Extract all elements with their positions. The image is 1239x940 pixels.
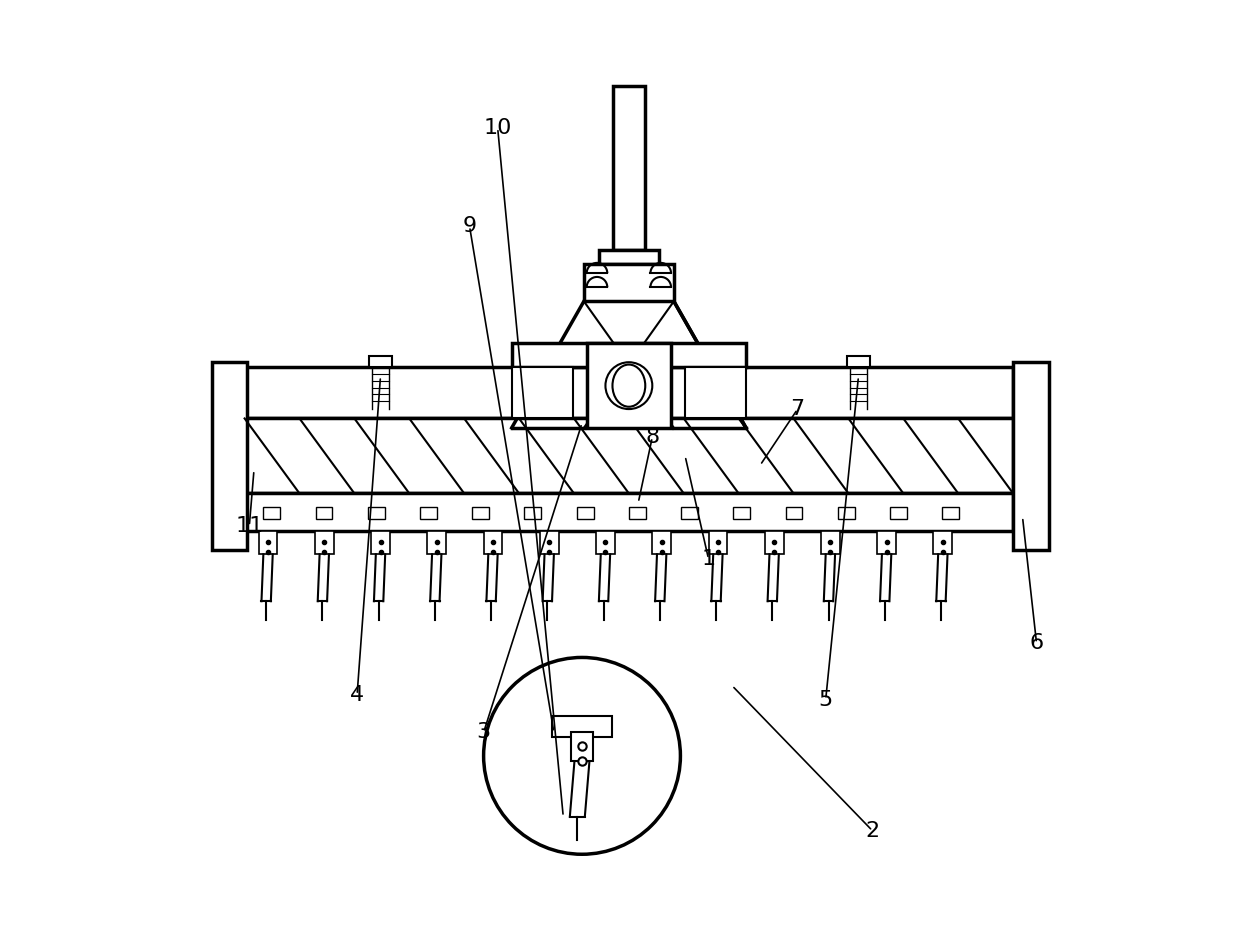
Bar [942,508,959,519]
Bar [316,508,332,519]
Text: 4: 4 [349,685,364,705]
Text: 5: 5 [819,690,833,710]
Text: 11: 11 [235,516,264,536]
Bar [890,508,907,519]
Bar [847,355,870,367]
Bar [420,508,437,519]
Bar [877,531,896,555]
Text: 9: 9 [462,216,477,236]
Bar [681,508,698,519]
Bar [472,508,489,519]
Bar [244,418,1014,494]
Bar [584,264,674,302]
Bar [821,531,840,555]
Text: 8: 8 [646,427,659,447]
Bar [786,508,803,519]
Bar [709,531,727,555]
Text: 7: 7 [790,400,804,419]
Bar [212,362,248,550]
Bar [540,531,559,555]
Bar [933,531,953,555]
Text: 3: 3 [477,723,491,743]
Bar [512,343,746,367]
Bar [733,508,750,519]
Bar [315,531,333,555]
Bar [596,531,615,555]
Bar [571,732,593,760]
Text: 6: 6 [1030,634,1043,653]
Bar [244,367,1014,418]
Bar [629,508,646,519]
Bar [587,343,672,428]
Bar [652,531,672,555]
Bar [1014,362,1048,550]
Bar [512,367,572,418]
Bar [372,531,390,555]
Bar [369,355,392,367]
Bar [576,508,593,519]
Text: 2: 2 [866,821,880,841]
Bar [613,86,644,250]
Bar [553,716,612,737]
Bar [264,508,280,519]
Bar [764,531,783,555]
Bar [368,508,384,519]
Bar [259,531,278,555]
Bar [427,531,446,555]
Bar [838,508,855,519]
Bar [524,508,541,519]
Bar [483,531,502,555]
Text: 10: 10 [483,118,512,138]
Bar [598,250,659,264]
Bar [244,494,1014,531]
Text: 1: 1 [701,549,716,569]
Bar [685,367,746,418]
